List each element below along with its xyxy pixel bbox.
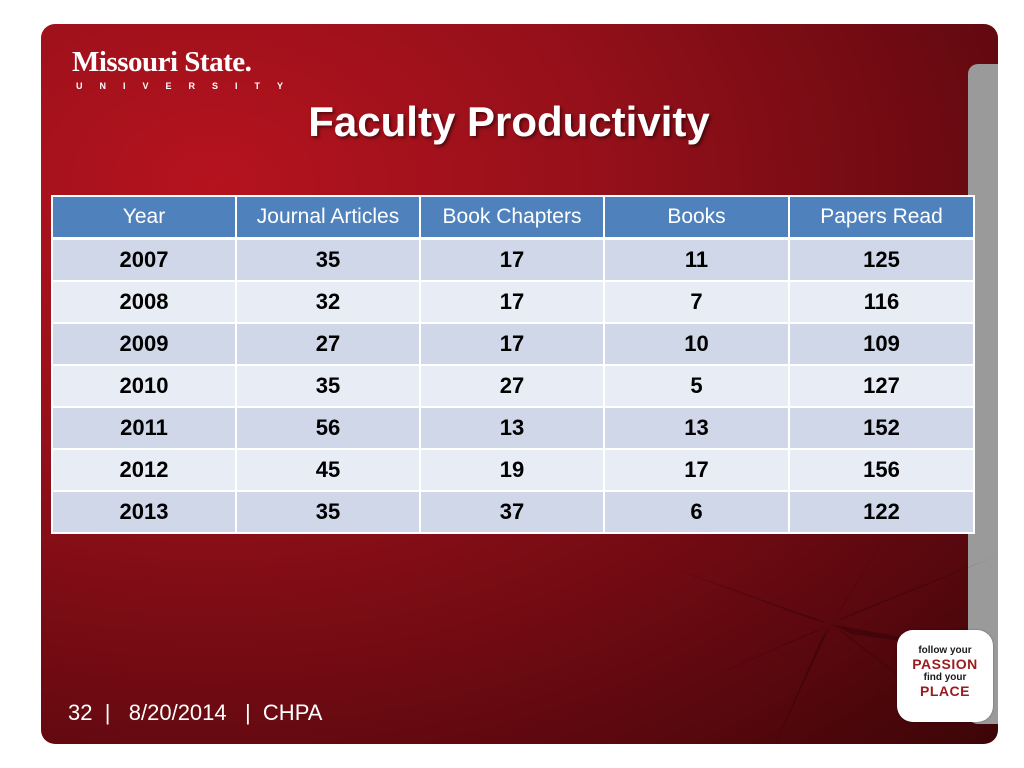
footer-date: 8/20/2014 xyxy=(128,700,227,725)
cell-books: 5 xyxy=(603,364,790,408)
cell-book-chapters: 13 xyxy=(419,406,605,450)
cell-book-chapters: 19 xyxy=(419,448,605,492)
footer-org: CHPA xyxy=(262,700,323,725)
header-papers-read: Papers Read xyxy=(788,195,975,240)
cell-journal-articles: 35 xyxy=(235,490,421,534)
table-header-row: Year Journal Articles Book Chapters Book… xyxy=(51,195,975,240)
slide-footer: 32 | 8/20/2014 | CHPA xyxy=(68,700,323,725)
cell-year: 2010 xyxy=(51,364,237,408)
cell-papers-read: 127 xyxy=(788,364,975,408)
cell-book-chapters: 17 xyxy=(419,322,605,366)
cell-journal-articles: 32 xyxy=(235,280,421,324)
logo-name: Missouri State. xyxy=(72,46,252,78)
cell-books: 6 xyxy=(603,490,790,534)
badge-line-1: follow your xyxy=(918,645,972,656)
cell-books: 11 xyxy=(603,237,790,282)
table-row: 2007 35 17 11 125 xyxy=(51,237,975,282)
page-title: Faculty Productivity xyxy=(0,98,1024,146)
table-row: 2009 27 17 10 109 xyxy=(51,322,975,366)
cell-books: 13 xyxy=(603,406,790,450)
cell-year: 2008 xyxy=(51,280,237,324)
productivity-table: Year Journal Articles Book Chapters Book… xyxy=(51,195,975,534)
badge-line-2: PASSION xyxy=(912,656,978,672)
cell-year: 2009 xyxy=(51,322,237,366)
header-books: Books xyxy=(603,195,790,240)
cell-year: 2012 xyxy=(51,448,237,492)
cell-book-chapters: 37 xyxy=(419,490,605,534)
footer-page-number: 32 xyxy=(68,700,93,725)
page-title-text: Faculty Productivity xyxy=(308,98,710,145)
table-row: 2013 35 37 6 122 xyxy=(51,490,975,534)
cell-journal-articles: 56 xyxy=(235,406,421,450)
cell-journal-articles: 35 xyxy=(235,237,421,282)
cell-papers-read: 125 xyxy=(788,237,975,282)
badge-line-3: find your xyxy=(923,672,967,683)
cell-book-chapters: 17 xyxy=(419,280,605,324)
cell-books: 7 xyxy=(603,280,790,324)
table-row: 2008 32 17 7 116 xyxy=(51,280,975,324)
header-journal-articles: Journal Articles xyxy=(235,195,421,240)
cell-papers-read: 116 xyxy=(788,280,975,324)
cell-papers-read: 109 xyxy=(788,322,975,366)
table-row: 2010 35 27 5 127 xyxy=(51,364,975,408)
cell-book-chapters: 17 xyxy=(419,237,605,282)
table-row: 2011 56 13 13 152 xyxy=(51,406,975,450)
cell-year: 2013 xyxy=(51,490,237,534)
cell-journal-articles: 27 xyxy=(235,322,421,366)
cell-papers-read: 122 xyxy=(788,490,975,534)
cell-papers-read: 152 xyxy=(788,406,975,450)
cell-books: 10 xyxy=(603,322,790,366)
cell-year: 2007 xyxy=(51,237,237,282)
cell-book-chapters: 27 xyxy=(419,364,605,408)
table-row: 2012 45 19 17 156 xyxy=(51,448,975,492)
passion-place-badge: follow your PASSION find your PLACE xyxy=(897,630,993,722)
header-year: Year xyxy=(51,195,237,240)
logo-subtitle: UNIVERSITY xyxy=(76,81,301,91)
badge-line-4: PLACE xyxy=(920,683,970,699)
cell-papers-read: 156 xyxy=(788,448,975,492)
university-logo: Missouri State. UNIVERSITY xyxy=(72,46,300,91)
cell-journal-articles: 35 xyxy=(235,364,421,408)
cell-books: 17 xyxy=(603,448,790,492)
cell-year: 2011 xyxy=(51,406,237,450)
header-book-chapters: Book Chapters xyxy=(419,195,605,240)
cell-journal-articles: 45 xyxy=(235,448,421,492)
